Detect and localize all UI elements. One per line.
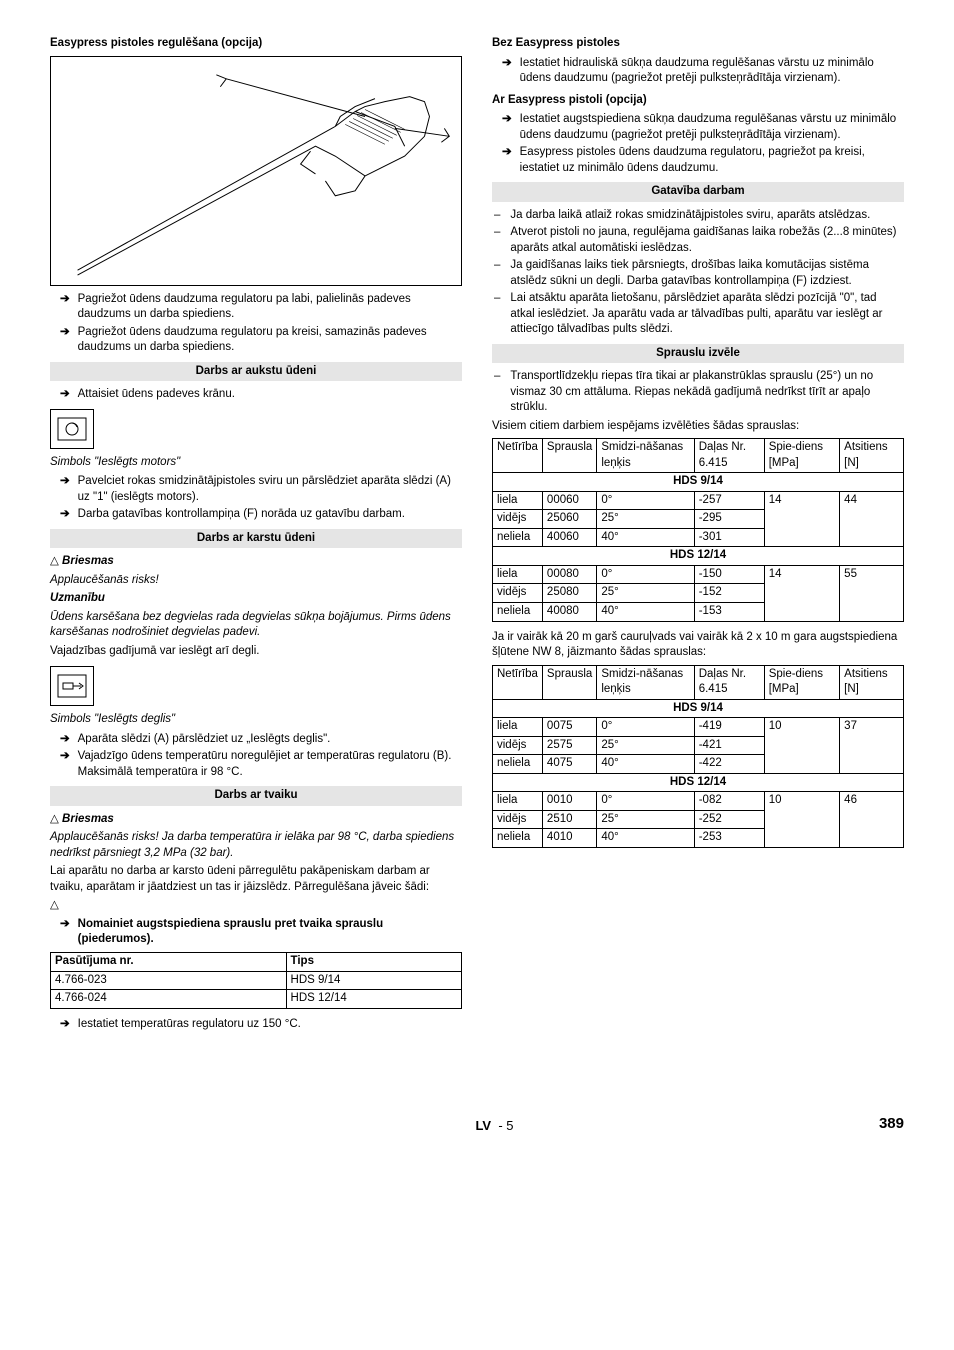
text: Visiem citiem darbiem iespējams izvēlēti… (492, 419, 904, 435)
text: Iestatiet temperatūras regulatoru uz 150… (78, 1017, 301, 1033)
bullet: Iestatiet temperatūras regulatoru uz 150… (50, 1017, 462, 1033)
heading-without-easypress: Bez Easypress pistoles (492, 36, 904, 52)
model: HDS 9/14 (493, 699, 904, 718)
td: HDS 9/14 (286, 971, 461, 990)
caution-text: Ūdens karsēšana bez degvielas rada degvi… (50, 610, 462, 641)
th: Daļas Nr. 6.415 (694, 439, 764, 473)
bullet: Attaisiet ūdens padeves krānu. (50, 387, 462, 403)
text: Ja darba laikā atlaiž rokas smidzinātājp… (510, 208, 870, 224)
model: HDS 12/14 (493, 547, 904, 566)
th: Spie-diens [MPa] (764, 665, 839, 699)
bullet: Pavelciet rokas smidzinātājpistoles svir… (50, 474, 462, 505)
heading-easypress: Easypress pistoles regulēšana (opcija) (50, 36, 462, 52)
page-footer: LV - 5 389 (50, 1114, 904, 1134)
text: Atverot pistoli no jauna, regulējama gai… (510, 225, 904, 256)
th: Daļas Nr. 6.415 (694, 665, 764, 699)
text: Iestatiet hidrauliskā sūkņa daudzuma reg… (520, 56, 904, 87)
text: Ja gaidīšanas laiks tiek pārsniegts, dro… (510, 258, 904, 289)
footer-lang: LV - 5 (475, 1117, 513, 1135)
pistol-figure (50, 56, 462, 286)
td: 4.766-024 (51, 990, 287, 1009)
text: Nomainiet augstspiediena sprauslu pret t… (78, 917, 462, 948)
model: HDS 12/14 (493, 773, 904, 792)
heading-cold-water: Darbs ar aukstu ūdeni (50, 362, 462, 382)
text: Pagriežot ūdens daudzuma regulatoru pa k… (78, 325, 462, 356)
warning-text: Applaucēšanās risks! Ja darba temperatūr… (50, 830, 462, 861)
bullet: Aparāta slēdzi (A) pārslēdziet uz „Ieslē… (50, 732, 462, 748)
bullet: Ja darba laikā atlaiž rokas smidzinātājp… (492, 208, 904, 224)
text: Lai aparātu no darba ar karsto ūdeni pār… (50, 864, 462, 895)
th: Sprausla (542, 439, 596, 473)
bullet: Nomainiet augstspiediena sprauslu pret t… (50, 917, 462, 948)
right-column: Bez Easypress pistoles Iestatiet hidraul… (492, 30, 904, 1034)
th: Smidzi-nāšanas leņķis (597, 665, 694, 699)
text: Ja ir vairāk kā 20 m garš cauruļvads vai… (492, 630, 904, 661)
text: Darba gatavības kontrollampiņa (F) norād… (78, 507, 405, 523)
bullet: Iestatiet augstspiediena sūkņa daudzuma … (492, 112, 904, 143)
motor-symbol-caption: Simbols "Ieslēgts motors" (50, 455, 462, 471)
heading-nozzle: Sprauslu izvēle (492, 344, 904, 364)
bullet: Transportlīdzekļu riepas tīra tikai ar p… (492, 369, 904, 416)
bullet: Easypress pistoles ūdens daudzuma regula… (492, 145, 904, 176)
text: Aparāta slēdzi (A) pārslēdziet uz „Ieslē… (78, 732, 331, 748)
heading-steam: Darbs ar tvaiku (50, 786, 462, 806)
warning: △ Briesmas (50, 554, 462, 570)
text: Pagriežot ūdens daudzuma regulatoru pa l… (78, 292, 462, 323)
text: Vajadzības gadījumā var ieslēgt arī degl… (50, 644, 462, 660)
warning-text: Applaucēšanās risks! (50, 573, 462, 589)
text: Easypress pistoles ūdens daudzuma regula… (520, 145, 904, 176)
text: Pavelciet rokas smidzinātājpistoles svir… (78, 474, 462, 505)
heading-with-easypress: Ar Easypress pistoli (opcija) (492, 93, 904, 109)
th: Pasūtījuma nr. (51, 952, 287, 971)
th: Spie-diens [MPa] (764, 439, 839, 473)
left-column: Easypress pistoles regulēšana (opcija) (50, 30, 462, 1034)
th: Netīrība (493, 665, 543, 699)
th: Tips (286, 952, 461, 971)
th: Atsitiens [N] (840, 439, 904, 473)
bullet: Darba gatavības kontrollampiņa (F) norād… (50, 507, 462, 523)
th: Sprausla (542, 665, 596, 699)
warning: △ Briesmas (50, 812, 462, 828)
td: HDS 12/14 (286, 990, 461, 1009)
text: Transportlīdzekļu riepas tīra tikai ar p… (510, 369, 904, 416)
caution: Uzmanību (50, 591, 462, 607)
heading-ready: Gatavība darbam (492, 182, 904, 202)
nozzle-table-1: Netīrība Sprausla Smidzi-nāšanas leņķis … (492, 438, 904, 621)
bullet: Ja gaidīšanas laiks tiek pārsniegts, dro… (492, 258, 904, 289)
bullet: Iestatiet hidrauliskā sūkņa daudzuma reg… (492, 56, 904, 87)
text: Attaisiet ūdens padeves krānu. (78, 387, 235, 403)
text: Iestatiet augstspiediena sūkņa daudzuma … (520, 112, 904, 143)
bullet: Atverot pistoli no jauna, regulējama gai… (492, 225, 904, 256)
heading-hot-water: Darbs ar karstu ūdeni (50, 529, 462, 549)
th: Atsitiens [N] (840, 665, 904, 699)
td: 4.766-023 (51, 971, 287, 990)
th: Smidzi-nāšanas leņķis (597, 439, 694, 473)
bullet: Lai atsāktu aparāta lietošanu, pārslēdzi… (492, 291, 904, 338)
burner-symbol-caption: Simbols "Ieslēgts deglis" (50, 712, 462, 728)
th: Netīrība (493, 439, 543, 473)
order-table: Pasūtījuma nr.Tips 4.766-023HDS 9/14 4.7… (50, 952, 462, 1009)
bullet: Pagriežot ūdens daudzuma regulatoru pa k… (50, 325, 462, 356)
footer-page: 389 (879, 1114, 904, 1134)
warn-marker: △ (50, 898, 462, 914)
text: Vajadzīgo ūdens temperatūru noregulējiet… (78, 749, 462, 780)
motor-symbol (50, 409, 94, 449)
text: Lai atsāktu aparāta lietošanu, pārslēdzi… (510, 291, 904, 338)
bullet: Pagriežot ūdens daudzuma regulatoru pa l… (50, 292, 462, 323)
bullet: Vajadzīgo ūdens temperatūru noregulējiet… (50, 749, 462, 780)
nozzle-table-2: Netīrība Sprausla Smidzi-nāšanas leņķis … (492, 665, 904, 848)
model: HDS 9/14 (493, 473, 904, 492)
burner-symbol (50, 666, 94, 706)
